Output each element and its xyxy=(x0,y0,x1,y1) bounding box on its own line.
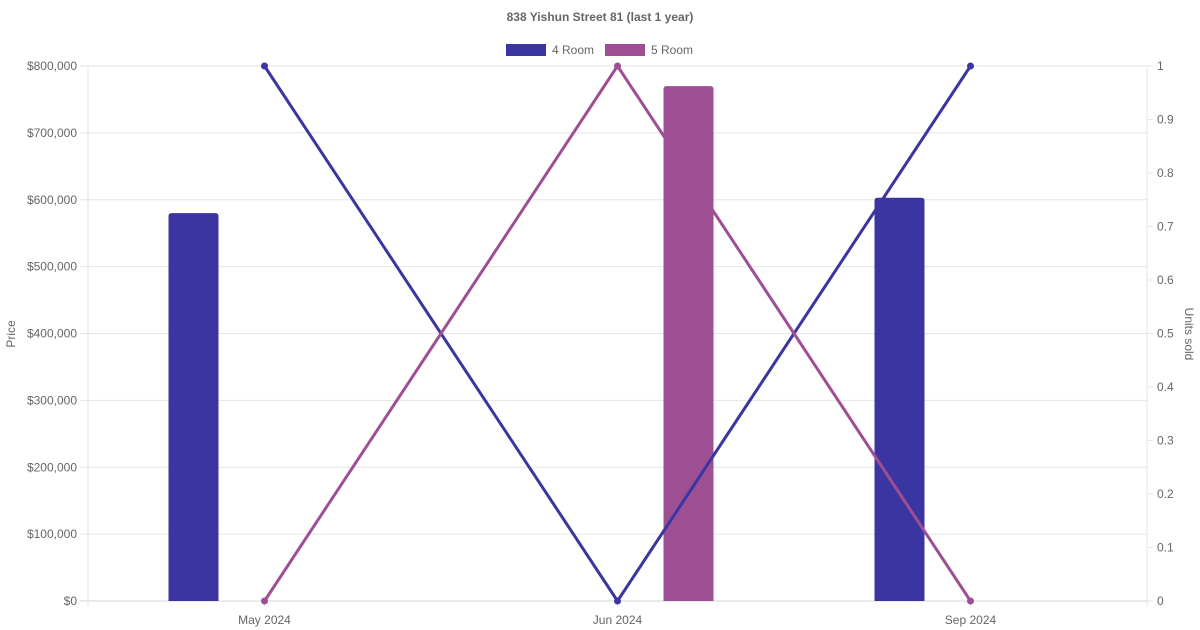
left-axis-ticks: $0 $100,000 $200,000 $300,000 $400,000 $500,0… xyxy=(27,59,77,608)
x-tick-label: Jun 2024 xyxy=(593,613,643,627)
point-4-room[interactable] xyxy=(614,597,621,605)
y-right-tick-label: 0.4 xyxy=(1157,380,1174,394)
y-right-tick-label: 0.5 xyxy=(1157,327,1174,341)
y-left-tick-label: $500,000 xyxy=(27,260,77,274)
y-left-tick-label: $400,000 xyxy=(27,327,77,341)
y-left-tick-label: $800,000 xyxy=(27,59,77,73)
bar-5-room[interactable] xyxy=(663,86,714,601)
legend-label-5-room: 5 Room xyxy=(651,43,693,57)
legend-swatch-5-room xyxy=(605,44,645,56)
y-axis-left-title: Price xyxy=(4,320,18,348)
legend-swatch-4-room xyxy=(506,44,546,56)
point-5-room[interactable] xyxy=(967,597,974,605)
y-right-tick-label: 0.6 xyxy=(1157,273,1174,287)
y-right-tick-label: 0.3 xyxy=(1157,434,1174,448)
bar-4-room[interactable] xyxy=(874,197,925,601)
legend-label-4-room: 4 Room xyxy=(552,43,594,57)
x-axis-ticks: May 2024 Jun 2024 Sep 2024 xyxy=(238,601,997,627)
y-left-tick-label: $700,000 xyxy=(27,126,77,140)
y-left-tick-label: $0 xyxy=(64,594,78,608)
y-left-tick-label: $100,000 xyxy=(27,527,77,541)
point-4-room[interactable] xyxy=(967,62,974,70)
legend: 4 Room 5 Room xyxy=(506,43,693,57)
point-5-room[interactable] xyxy=(261,597,268,605)
right-axis-ticks: 0 0.1 0.2 0.3 0.4 0.5 0.6 0.7 0.8 0.9 1 xyxy=(1147,59,1174,608)
lines xyxy=(261,62,974,605)
y-left-tick-label: $600,000 xyxy=(27,193,77,207)
y-right-tick-label: 0.9 xyxy=(1157,113,1174,127)
y-right-tick-label: 0.2 xyxy=(1157,487,1174,501)
x-tick-label: May 2024 xyxy=(238,613,291,627)
y-left-tick-label: $200,000 xyxy=(27,460,77,474)
x-tick-label: Sep 2024 xyxy=(945,613,997,627)
chart-title: 838 Yishun Street 81 (last 1 year) xyxy=(507,10,694,24)
legend-item-5-room[interactable]: 5 Room xyxy=(605,43,693,57)
y-right-tick-label: 0.1 xyxy=(1157,541,1174,555)
point-5-room[interactable] xyxy=(614,62,621,70)
legend-item-4-room[interactable]: 4 Room xyxy=(506,43,594,57)
y-right-tick-label: 0 xyxy=(1157,594,1164,608)
y-axis-right-title: Units sold xyxy=(1182,308,1196,361)
y-right-tick-label: 0.7 xyxy=(1157,220,1174,234)
y-right-tick-label: 0.8 xyxy=(1157,166,1174,180)
bars xyxy=(168,86,925,601)
bar-4-room[interactable] xyxy=(168,213,219,601)
y-right-tick-label: 1 xyxy=(1157,59,1164,73)
grid xyxy=(80,65,1148,607)
point-4-room[interactable] xyxy=(261,62,268,70)
y-left-tick-label: $300,000 xyxy=(27,393,77,407)
